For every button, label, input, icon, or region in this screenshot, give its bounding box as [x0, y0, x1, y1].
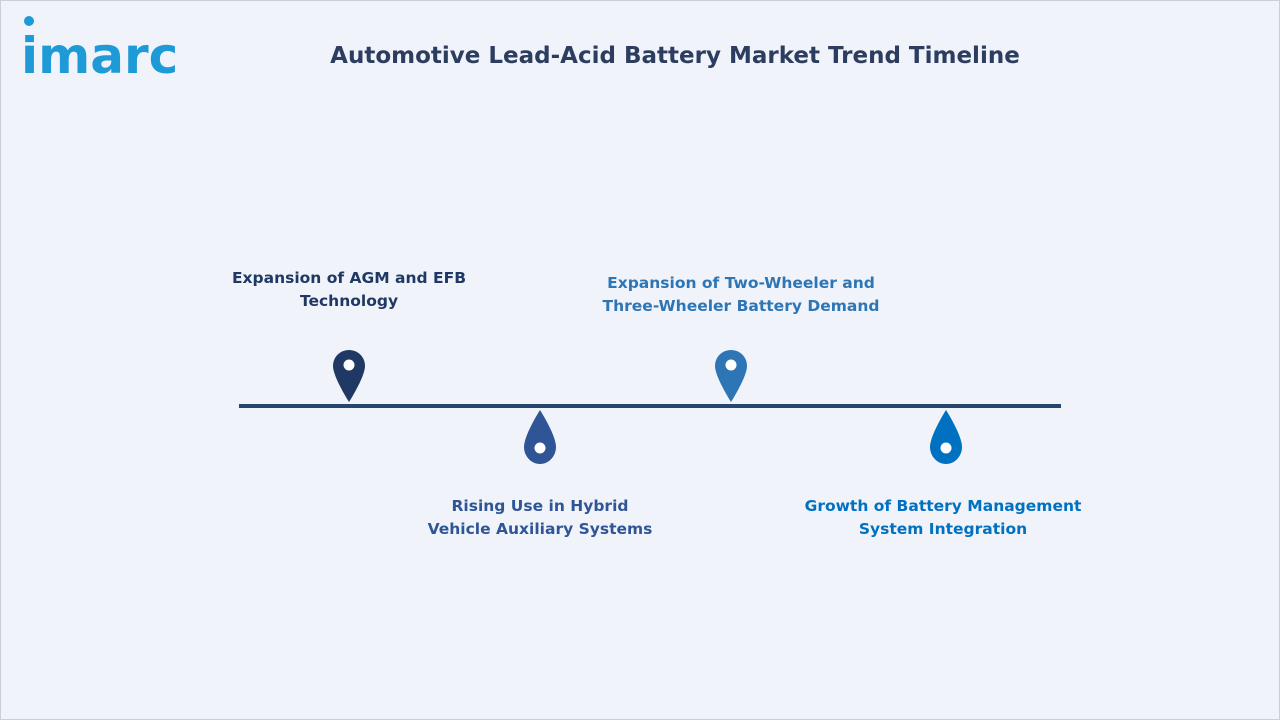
drop-pin-icon [930, 410, 962, 464]
map-pin-icon [333, 350, 365, 402]
imarc-logo: imarc [21, 13, 211, 85]
map-pin-icon [715, 350, 747, 402]
logo-graphic: imarc [21, 16, 178, 85]
milestone-label-3: Expansion of Two-Wheeler and Three-Wheel… [602, 274, 880, 315]
logo-text: imarc [21, 27, 178, 83]
page-title: Automotive Lead-Acid Battery Market Tren… [330, 43, 1020, 69]
logo-dot [24, 16, 34, 26]
drop-pin-icon [524, 410, 556, 464]
milestone-label-4: Growth of Battery Management System Inte… [804, 497, 1082, 538]
milestone-label-2: Rising Use in Hybrid Vehicle Auxiliary S… [427, 497, 653, 538]
milestone-label-1: Expansion of AGM and EFB Technology [231, 269, 467, 310]
timeline-axis [239, 404, 1061, 408]
